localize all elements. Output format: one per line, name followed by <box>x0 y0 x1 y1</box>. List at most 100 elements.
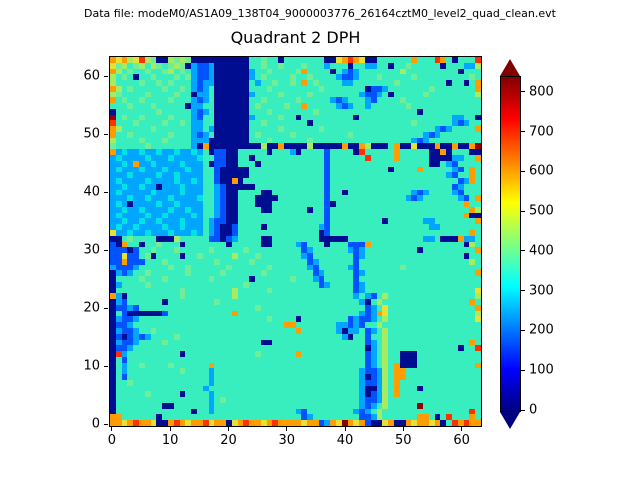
heatmap-cell <box>272 287 279 294</box>
heatmap-cell <box>440 339 447 346</box>
heatmap-cell <box>295 356 302 363</box>
heatmap-cell <box>318 356 325 363</box>
heatmap-cell <box>191 137 197 144</box>
heatmap-cell <box>301 212 308 219</box>
heatmap-cell <box>249 183 255 190</box>
heatmap-cell <box>446 333 453 340</box>
heatmap-cell <box>365 74 371 81</box>
heatmap-cell <box>214 281 221 288</box>
heatmap-cell <box>336 229 342 236</box>
heatmap-cell <box>202 143 209 150</box>
heatmap-cell <box>341 131 348 138</box>
heatmap-cell <box>295 74 302 81</box>
heatmap-cell <box>225 85 232 92</box>
heatmap-cell <box>307 74 313 81</box>
heatmap-cell <box>133 247 139 254</box>
heatmap-cell <box>428 103 435 109</box>
heatmap-cell <box>301 414 308 421</box>
heatmap-cell <box>144 287 151 294</box>
heatmap-cell <box>457 345 464 352</box>
heatmap-cell <box>249 385 255 392</box>
heatmap-cell <box>394 91 400 98</box>
heatmap-cell <box>469 108 476 115</box>
heatmap-cell <box>243 97 250 104</box>
heatmap-cell <box>469 137 476 144</box>
heatmap-cell <box>278 253 284 259</box>
heatmap-cell <box>370 160 377 167</box>
heatmap-cell <box>475 68 481 75</box>
heatmap-cell <box>440 85 447 92</box>
heatmap-cell <box>127 310 134 317</box>
heatmap-cell <box>365 172 371 179</box>
heatmap-cell <box>411 195 418 202</box>
heatmap-cell <box>196 379 203 386</box>
heatmap-cell <box>324 420 331 426</box>
heatmap-cell <box>144 356 151 363</box>
heatmap-cell <box>365 420 371 426</box>
heatmap-cell <box>162 212 168 219</box>
heatmap-cell <box>196 420 203 426</box>
heatmap-cell <box>167 68 174 75</box>
heatmap-cell <box>220 247 226 254</box>
heatmap-cell <box>191 85 197 92</box>
heatmap-cell <box>162 206 168 213</box>
heatmap-cell <box>440 80 447 86</box>
heatmap-cell <box>231 97 238 104</box>
heatmap-cell <box>353 408 360 415</box>
heatmap-cell <box>411 224 418 230</box>
heatmap-cell <box>110 414 116 421</box>
heatmap-cell <box>179 74 186 81</box>
heatmap-cell <box>423 316 429 323</box>
heatmap-cell <box>347 322 354 328</box>
heatmap-cell <box>382 241 389 248</box>
heatmap-cell <box>110 339 116 346</box>
heatmap-cell <box>202 85 209 92</box>
heatmap-cell <box>127 183 134 190</box>
heatmap-cell <box>312 379 319 386</box>
heatmap-cell <box>388 385 395 392</box>
heatmap-cell <box>324 131 331 138</box>
heatmap-cell <box>382 345 389 352</box>
heatmap-cell <box>475 137 481 144</box>
heatmap-cell <box>185 270 192 277</box>
heatmap-cell <box>202 224 209 230</box>
heatmap-cell <box>452 235 458 242</box>
heatmap-cell <box>307 120 313 127</box>
heatmap-cell <box>179 131 186 138</box>
heatmap-cell <box>399 85 406 92</box>
heatmap-cell <box>399 97 406 104</box>
heatmap-cell <box>144 137 151 144</box>
heatmap-cell <box>411 253 418 259</box>
heatmap-cell <box>150 276 157 282</box>
heatmap-cell <box>382 339 389 346</box>
heatmap-cell <box>278 91 284 98</box>
heatmap-cell <box>388 310 395 317</box>
heatmap-cell <box>457 293 464 300</box>
heatmap-cell <box>260 414 267 421</box>
heatmap-cell <box>376 189 383 196</box>
heatmap-cell <box>133 385 139 392</box>
heatmap-cell <box>272 131 279 138</box>
heatmap-cell <box>330 103 337 109</box>
heatmap-cell <box>440 224 447 230</box>
heatmap-cell <box>475 322 481 328</box>
heatmap-cell <box>243 183 250 190</box>
heatmap-cell <box>156 374 163 380</box>
heatmap-cell <box>446 85 453 92</box>
heatmap-cell <box>138 247 145 254</box>
heatmap-cell <box>452 322 458 328</box>
heatmap-cell <box>214 293 221 300</box>
heatmap-cell <box>208 374 215 380</box>
heatmap-cell <box>254 356 261 363</box>
heatmap-cell <box>411 80 418 86</box>
heatmap-cell <box>220 97 226 104</box>
heatmap-cell <box>191 362 197 369</box>
heatmap-cell <box>324 374 331 380</box>
heatmap-cell <box>266 178 273 184</box>
heatmap-cell <box>417 310 424 317</box>
heatmap-cell <box>428 397 435 403</box>
x-tick-label: 0 <box>107 433 117 448</box>
heatmap-cell <box>115 368 122 375</box>
heatmap-cell <box>411 149 418 156</box>
heatmap-cell <box>307 114 313 121</box>
